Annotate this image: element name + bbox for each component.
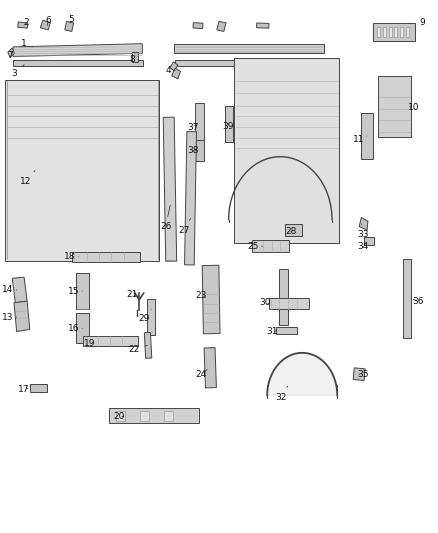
Bar	[353, 368, 365, 381]
Text: 28: 28	[285, 228, 297, 236]
Text: 32: 32	[276, 386, 288, 401]
Bar	[377, 27, 380, 37]
Bar	[234, 58, 339, 243]
Bar	[251, 240, 289, 252]
Bar	[400, 27, 403, 37]
Polygon shape	[267, 353, 337, 395]
Text: 9: 9	[415, 19, 426, 32]
Bar	[132, 52, 138, 62]
Bar	[76, 273, 89, 309]
Text: 24: 24	[196, 369, 207, 378]
Bar	[14, 60, 142, 66]
Bar	[225, 106, 233, 142]
Text: 3: 3	[11, 64, 24, 78]
Text: 7: 7	[7, 51, 13, 60]
Bar	[285, 224, 302, 236]
Bar	[383, 27, 386, 37]
Bar	[373, 23, 415, 41]
Text: 20: 20	[113, 413, 125, 421]
Bar	[76, 313, 89, 343]
Bar	[204, 348, 216, 388]
Bar	[147, 299, 155, 335]
Bar	[184, 132, 197, 265]
Bar	[30, 384, 47, 392]
Bar	[361, 114, 373, 159]
Text: 35: 35	[357, 370, 368, 378]
Text: 13: 13	[2, 313, 17, 322]
Bar	[163, 117, 177, 261]
Bar	[403, 259, 411, 338]
Text: 16: 16	[68, 324, 82, 333]
Bar	[394, 27, 397, 37]
Bar	[276, 327, 297, 334]
Bar	[116, 411, 125, 421]
Bar	[279, 269, 288, 325]
Text: 39: 39	[222, 123, 233, 131]
Text: 17: 17	[18, 385, 30, 393]
Text: 18: 18	[64, 253, 79, 261]
Text: 33: 33	[357, 224, 368, 239]
Polygon shape	[359, 217, 368, 230]
Text: 4: 4	[166, 67, 175, 75]
Polygon shape	[40, 20, 50, 30]
Text: 34: 34	[357, 243, 368, 251]
Polygon shape	[172, 68, 180, 79]
Text: 15: 15	[68, 287, 82, 295]
Polygon shape	[13, 44, 142, 56]
Polygon shape	[8, 48, 14, 58]
Text: 19: 19	[84, 340, 95, 348]
Bar	[164, 411, 173, 421]
Bar	[406, 27, 409, 37]
Text: 29: 29	[138, 309, 151, 323]
Text: 8: 8	[130, 55, 136, 64]
Polygon shape	[12, 277, 27, 303]
Text: 1: 1	[21, 39, 32, 48]
Text: 6: 6	[45, 16, 51, 26]
Text: 27: 27	[178, 219, 191, 235]
Bar	[202, 265, 220, 334]
Polygon shape	[14, 301, 30, 332]
Bar	[83, 336, 138, 346]
Bar	[109, 408, 199, 423]
Bar	[18, 22, 28, 28]
Text: 21: 21	[127, 290, 138, 298]
Bar	[140, 411, 149, 421]
Bar	[5, 80, 159, 261]
Polygon shape	[217, 21, 226, 31]
Bar	[364, 237, 374, 245]
Bar	[195, 140, 204, 161]
Bar	[72, 252, 140, 262]
Bar	[175, 60, 325, 66]
Text: 38: 38	[187, 146, 198, 155]
Polygon shape	[174, 44, 324, 53]
Text: 30: 30	[259, 298, 271, 307]
Bar	[144, 333, 152, 358]
Text: 11: 11	[353, 135, 367, 144]
Bar	[193, 23, 203, 28]
Text: 36: 36	[413, 297, 424, 305]
Bar	[378, 76, 411, 137]
Polygon shape	[65, 21, 74, 31]
Text: 10: 10	[408, 103, 420, 112]
Text: 22: 22	[128, 345, 147, 353]
Polygon shape	[170, 62, 178, 71]
Bar	[257, 23, 269, 28]
Bar	[195, 102, 204, 142]
Text: 2: 2	[24, 19, 29, 27]
Text: 26: 26	[160, 205, 171, 231]
Text: 5: 5	[68, 15, 74, 24]
Text: 37: 37	[187, 124, 198, 132]
Text: 25: 25	[247, 242, 263, 251]
Text: 12: 12	[20, 171, 35, 185]
Text: 31: 31	[266, 327, 277, 336]
Bar	[389, 27, 392, 37]
Text: 23: 23	[195, 292, 206, 300]
Bar	[269, 298, 309, 309]
Text: 14: 14	[2, 286, 17, 294]
